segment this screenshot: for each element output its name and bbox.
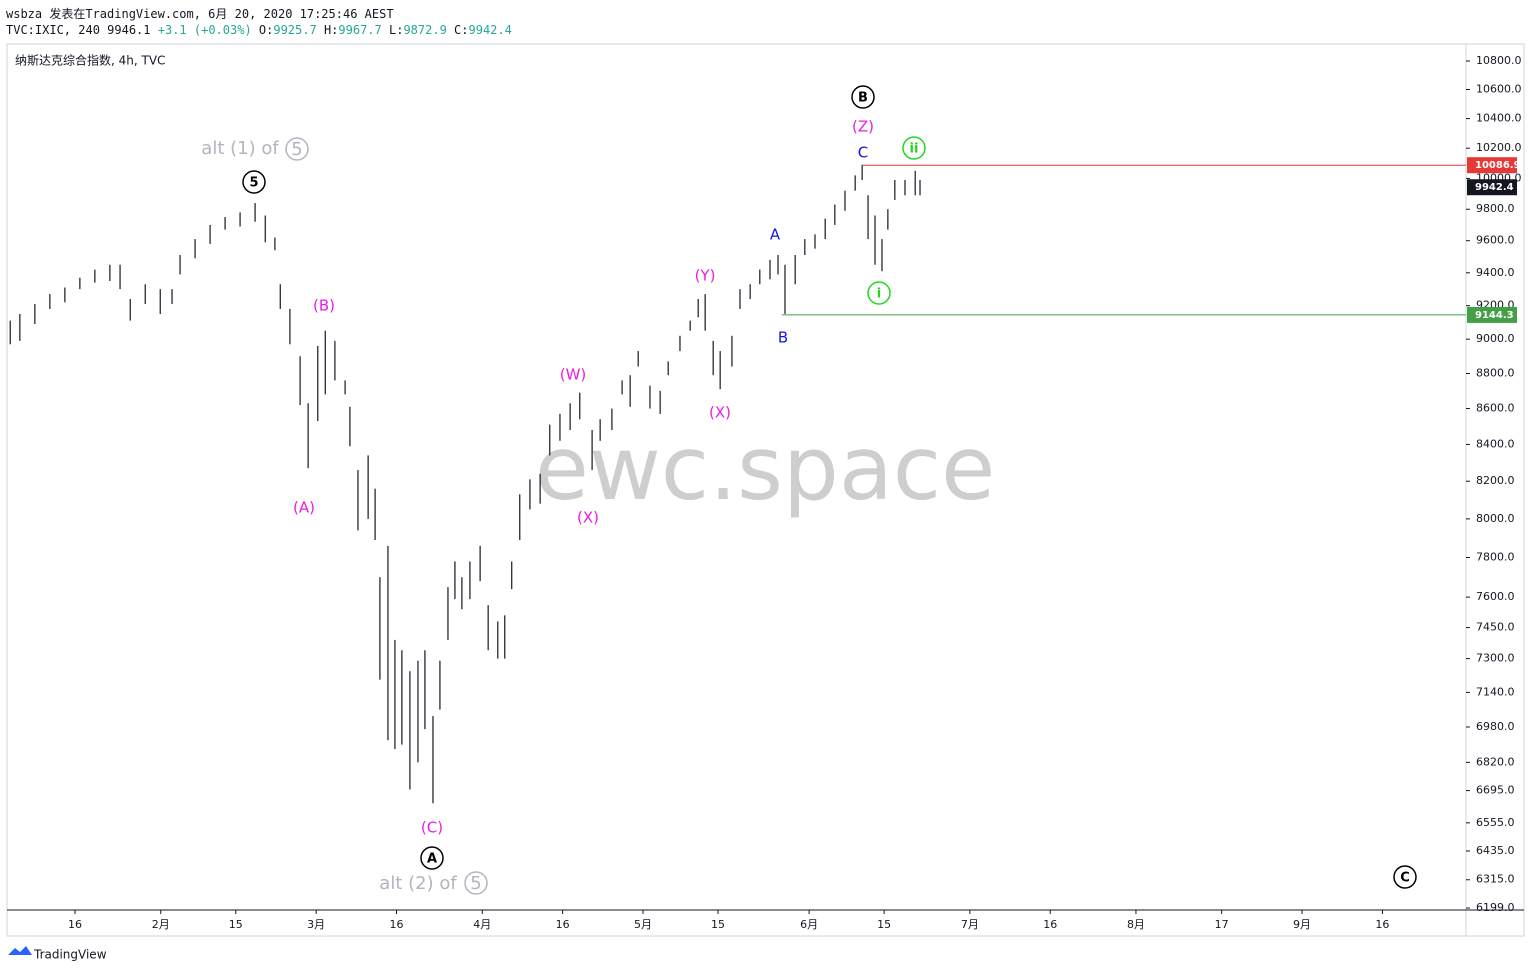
wave-label: C — [858, 144, 868, 162]
ohlc-value: 9967.7 — [338, 23, 382, 37]
change: +3.1 (+0.03%) — [157, 23, 252, 37]
wave-circle — [464, 871, 488, 895]
plot: 10800.010600.010400.010200.010000.09800.… — [9, 54, 1522, 931]
symbol: TVC:IXIC, 240 — [6, 23, 100, 37]
x-tick-label: 4月 — [473, 918, 491, 931]
x-tick-label: 17 — [1215, 918, 1229, 931]
chart-title: 纳斯达克综合指数, 4h, TVC — [15, 53, 165, 68]
wave-label: A — [427, 852, 437, 867]
logo — [8, 946, 32, 955]
brand: TradingView — [33, 948, 107, 962]
last-price-badge — [1467, 179, 1517, 196]
x-tick-label: 16 — [68, 918, 82, 931]
x-tick-label: 16 — [390, 918, 404, 931]
wave-label: (C) — [421, 819, 443, 837]
y-tick-label: 8400.0 — [1476, 437, 1515, 450]
wave-label: 5 — [470, 873, 481, 894]
x-tick-label: 15 — [229, 918, 243, 931]
ohlc-label: H: — [323, 23, 339, 37]
y-tick-label: 6820.0 — [1476, 755, 1515, 768]
wave-label: A — [770, 226, 781, 244]
y-tick-label: 8000.0 — [1476, 512, 1515, 525]
y-tick-label: 7600.0 — [1476, 590, 1515, 603]
x-tick-label: 16 — [1043, 918, 1057, 931]
y-tick-label: 6695.0 — [1476, 784, 1515, 797]
y-tick-label: 8200.0 — [1476, 474, 1515, 487]
x-tick-label: 9月 — [1293, 918, 1311, 931]
wave-label: (A) — [293, 499, 315, 517]
symbol-line: TVC:IXIC, 240 9946.1 +3.1 (+0.03%) O:992… — [6, 23, 512, 37]
ohlc-value: 9942.4 — [468, 23, 512, 37]
x-tick-label: 8月 — [1127, 918, 1145, 931]
y-tick-label: 6980.0 — [1476, 720, 1515, 733]
wave-circle — [420, 846, 444, 870]
wave-circle — [285, 137, 309, 161]
x-tick-label: 15 — [711, 918, 725, 931]
wave-label: 5 — [291, 139, 302, 160]
x-tick-label: 7月 — [961, 918, 979, 931]
level-label: 10086.9 — [1475, 160, 1521, 171]
x-tick-label: 5月 — [634, 918, 652, 931]
last-price-label: 9942.4 — [1475, 182, 1514, 193]
level-badge — [1467, 306, 1517, 323]
ohlc-value: 9872.9 — [403, 23, 447, 37]
x-tick-label: 16 — [1375, 918, 1389, 931]
wave-label: ii — [910, 142, 919, 157]
y-tick-label: 9000.0 — [1476, 332, 1515, 345]
wave-label: alt (1) of — [201, 138, 279, 159]
y-tick-label: 7800.0 — [1476, 551, 1515, 564]
y-tick-label: 8600.0 — [1476, 402, 1515, 415]
ohlc-label: L: — [389, 23, 404, 37]
wave-label: (Z) — [852, 118, 874, 136]
y-tick-label: 7300.0 — [1476, 652, 1515, 665]
y-tick-label: 8800.0 — [1476, 366, 1515, 379]
y-tick-label: 10400.0 — [1476, 112, 1522, 125]
wave-circle — [1393, 865, 1417, 889]
watermark: ewc.space — [535, 417, 996, 520]
wave-circle — [851, 85, 875, 109]
ohlc-label: C: — [454, 23, 469, 37]
last: 9946.1 — [107, 23, 151, 37]
wave-label: (X) — [709, 404, 731, 422]
x-tick-label: 2月 — [152, 918, 170, 931]
wave-label: (W) — [560, 366, 587, 384]
wave-label: i — [877, 287, 881, 302]
y-tick-label: 6199.0 — [1476, 901, 1515, 914]
wave-label: (Y) — [695, 267, 716, 285]
x-tick-label: 3月 — [307, 918, 325, 931]
y-tick-label: 6435.0 — [1476, 844, 1515, 857]
y-tick-label: 7140.0 — [1476, 685, 1515, 698]
level-label: 9144.3 — [1475, 310, 1514, 321]
wave-circle — [867, 281, 891, 305]
ohlc-label: O: — [258, 23, 274, 37]
y-tick-label: 10600.0 — [1476, 83, 1522, 96]
author-line: wsbza 发表在TradingView.com, 6月 20, 2020 17… — [6, 7, 394, 21]
x-tick-label: 15 — [877, 918, 891, 931]
wave-label: alt (2) of — [379, 873, 457, 894]
wave-label: B — [778, 329, 788, 347]
y-tick-label: 9600.0 — [1476, 234, 1515, 247]
y-tick-label: 10200.0 — [1476, 141, 1522, 154]
y-tick-label: 7450.0 — [1476, 621, 1515, 634]
level-badge — [1467, 157, 1517, 174]
frame — [6, 43, 1525, 937]
y-tick-label: 9400.0 — [1476, 266, 1515, 279]
wave-label: 5 — [249, 176, 258, 191]
y-tick-label: 10800.0 — [1476, 54, 1522, 67]
wave-circle — [242, 170, 266, 194]
x-tick-label: 6月 — [800, 918, 818, 931]
wave-circle — [902, 136, 926, 160]
y-tick-label: 6555.0 — [1476, 816, 1515, 829]
ohlc: O:9925.7 H:9967.7 L:9872.9 C:9942.4 — [259, 23, 512, 37]
wave-label: (X) — [577, 509, 599, 527]
ohlc-value: 9925.7 — [273, 23, 317, 37]
wave-label: C — [1400, 871, 1410, 886]
x-tick-label: 16 — [556, 918, 570, 931]
wave-label: B — [858, 91, 868, 106]
wave-label: (B) — [313, 297, 335, 315]
y-tick-label: 9800.0 — [1476, 202, 1515, 215]
y-tick-label: 6315.0 — [1476, 873, 1515, 886]
